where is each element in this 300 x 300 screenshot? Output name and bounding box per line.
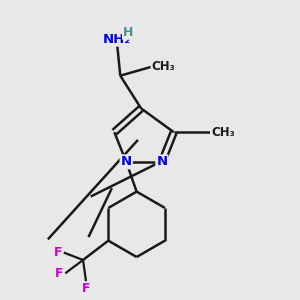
Text: H: H [122, 26, 133, 39]
Text: NH₂: NH₂ [103, 33, 131, 46]
Text: F: F [53, 246, 62, 259]
Text: F: F [82, 282, 90, 295]
Text: CH₃: CH₃ [211, 126, 235, 139]
Text: CH₃: CH₃ [152, 60, 175, 73]
Text: F: F [55, 267, 64, 280]
Text: N: N [121, 155, 132, 168]
Text: N: N [156, 155, 167, 168]
